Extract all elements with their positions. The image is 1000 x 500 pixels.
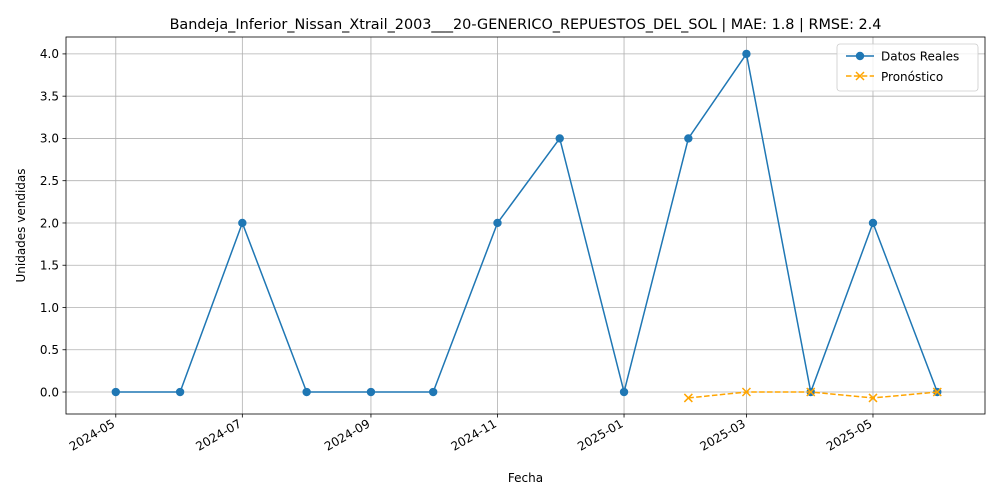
plot-frame bbox=[65, 36, 986, 415]
forecast-point bbox=[683, 393, 693, 403]
legend-label-pronostico: Pronóstico bbox=[881, 70, 943, 84]
y-tick-label: 0.0 bbox=[40, 385, 59, 399]
legend-marker-datos-reales bbox=[855, 51, 865, 61]
data-point bbox=[493, 218, 502, 228]
data-point bbox=[111, 387, 120, 397]
y-axis: 0.0 0.5 1.0 1.5 2.0 2.5 3.0 3.5 4.0 bbox=[40, 47, 66, 399]
data-point bbox=[238, 218, 247, 228]
data-point bbox=[619, 387, 629, 397]
legend: Datos Reales Pronóstico bbox=[836, 43, 979, 92]
y-tick-label: 1.0 bbox=[40, 301, 59, 315]
x-tick-label: 2024-05 bbox=[67, 416, 117, 453]
legend-marker-pronostico bbox=[855, 71, 865, 81]
data-point bbox=[868, 218, 878, 228]
y-tick-label: 2.0 bbox=[40, 216, 59, 230]
y-axis-title: Unidades vendidas bbox=[14, 168, 28, 282]
y-tick-label: 0.5 bbox=[40, 343, 59, 357]
data-point bbox=[555, 134, 564, 143]
data-point bbox=[742, 49, 751, 59]
x-tick-label: 2024-11 bbox=[449, 416, 499, 453]
y-tick-label: 2.5 bbox=[40, 174, 59, 188]
x-tick-label: 2024-09 bbox=[322, 416, 372, 453]
y-tick-label: 3.0 bbox=[40, 132, 59, 146]
x-axis-title: Fecha bbox=[508, 471, 543, 485]
data-point bbox=[175, 387, 185, 397]
x-tick-label: 2025-03 bbox=[698, 416, 748, 453]
series-line-0 bbox=[115, 53, 938, 393]
x-tick-label: 2025-01 bbox=[575, 416, 625, 453]
data-point bbox=[428, 387, 438, 397]
series-layer bbox=[111, 49, 942, 403]
forecast-point bbox=[868, 393, 878, 403]
chart-title: Bandeja_Inferior_Nissan_Xtrail_2003___20… bbox=[170, 17, 882, 33]
data-point bbox=[302, 387, 311, 397]
legend-label-datos-reales: Datos Reales bbox=[881, 50, 959, 64]
forecast-point bbox=[741, 387, 751, 397]
y-tick-label: 3.5 bbox=[40, 89, 59, 103]
data-point bbox=[366, 387, 376, 397]
grid-lines bbox=[66, 37, 985, 414]
x-tick-label: 2025-05 bbox=[824, 416, 874, 453]
y-tick-label: 4.0 bbox=[40, 47, 59, 61]
data-point bbox=[684, 134, 693, 143]
forecast-point bbox=[932, 387, 942, 397]
x-tick-label: 2024-07 bbox=[193, 416, 243, 453]
forecast-point bbox=[806, 387, 816, 397]
x-axis: 2024-05 2024-07 2024-09 2024-11 2025-01 2025-… bbox=[67, 414, 874, 454]
y-tick-label: 1.5 bbox=[40, 259, 59, 273]
plot-area bbox=[66, 37, 985, 414]
